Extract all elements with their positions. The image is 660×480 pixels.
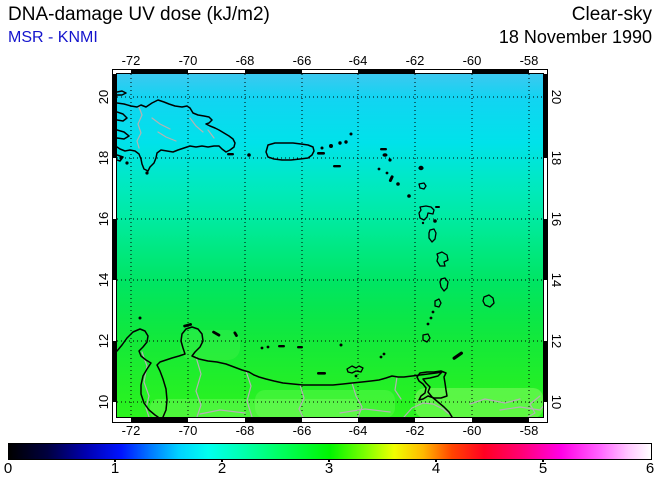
- colorbar-tick: [435, 459, 437, 462]
- lat-tick-label-right: 18: [549, 150, 564, 166]
- colorbar-tick-label: 5: [538, 460, 548, 477]
- lon-tick-label-top: -70: [178, 53, 198, 68]
- colorbar-tick: [328, 459, 330, 462]
- lon-tick-label-bottom: -70: [178, 423, 198, 438]
- colorbar-tick-label: 6: [645, 460, 655, 477]
- lon-tick-label-bottom: -64: [348, 423, 368, 438]
- lat-tick-label-right: 10: [549, 394, 564, 410]
- lat-tick-label-left: 18: [96, 150, 111, 166]
- colorbar-tick: [114, 459, 116, 462]
- sky-condition-label: Clear-sky: [571, 4, 652, 25]
- lon-tick-label-top: -62: [405, 53, 425, 68]
- lat-tick-label-left: 12: [96, 333, 111, 349]
- lon-tick-label-bottom: -58: [519, 423, 539, 438]
- lat-tick-label-left: 16: [96, 211, 111, 227]
- lon-tick-label-top: -60: [462, 53, 482, 68]
- colorbar-tick-label: 0: [3, 460, 13, 477]
- lon-tick-label-top: -58: [519, 53, 539, 68]
- lon-tick-label-top: -66: [292, 53, 312, 68]
- lon-tick-label-bottom: -62: [405, 423, 425, 438]
- lon-tick-label-bottom: -72: [121, 423, 141, 438]
- lat-tick-label-right: 12: [549, 333, 564, 349]
- lon-tick-label-bottom: -68: [235, 423, 255, 438]
- colorbar-tick-label: 3: [324, 460, 334, 477]
- map-field: [117, 74, 543, 417]
- lon-tick-label-bottom: -66: [292, 423, 312, 438]
- lat-tick-label-left: 14: [96, 272, 111, 288]
- page-title: DNA-damage UV dose (kJ/m2): [8, 4, 270, 25]
- map-frame: [112, 69, 548, 423]
- coastlines: [117, 90, 495, 417]
- colorbar-tick-label: 1: [110, 460, 120, 477]
- data-source-label: MSR - KNMI: [8, 29, 98, 46]
- colorbar-tick: [221, 459, 223, 462]
- colorbar-tick-label: 2: [217, 460, 227, 477]
- lon-tick-label-top: -72: [121, 53, 141, 68]
- lon-tick-label-top: -64: [348, 53, 368, 68]
- colorbar-tick-label: 4: [431, 460, 441, 477]
- lat-tick-label-left: 20: [96, 89, 111, 105]
- colorbar-tick: [542, 459, 544, 462]
- map-gridlines: [117, 74, 543, 417]
- country-borders-rivers: [136, 106, 543, 417]
- lat-tick-label-right: 20: [549, 89, 564, 105]
- lat-tick-label-right: 16: [549, 211, 564, 227]
- lat-tick-label-left: 10: [96, 394, 111, 410]
- small-islands: [119, 132, 463, 378]
- date-label: 18 November 1990: [498, 27, 652, 47]
- lat-tick-label-right: 14: [549, 272, 564, 288]
- colorbar: [8, 443, 652, 460]
- lon-tick-label-bottom: -60: [462, 423, 482, 438]
- lon-tick-label-top: -68: [235, 53, 255, 68]
